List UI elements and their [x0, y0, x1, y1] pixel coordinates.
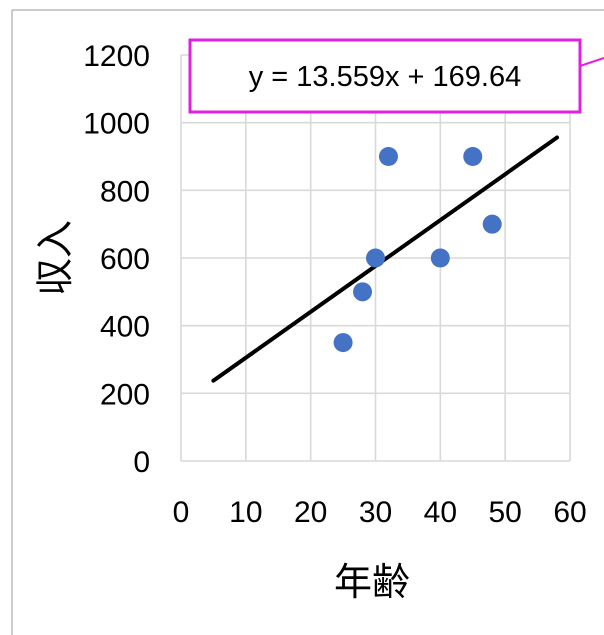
- x-axis-ticks: 0 10 20 30 40 50 60: [173, 496, 587, 529]
- y-tick-label: 1200: [83, 40, 150, 73]
- x-tick-label: 30: [359, 496, 392, 529]
- trendline: [211, 135, 560, 383]
- data-point: [463, 147, 483, 166]
- y-tick-label: 1000: [83, 108, 150, 141]
- equation-box-border: [188, 38, 582, 114]
- x-tick-label: 20: [294, 496, 327, 529]
- x-tick-label: 0: [173, 496, 190, 529]
- x-tick-label: 60: [553, 496, 586, 529]
- y-tick-label: 0: [133, 446, 150, 479]
- data-point: [430, 248, 450, 268]
- y-axis-ticks: 0 200 400 600 800 1000 1200: [83, 40, 150, 479]
- data-points: [333, 147, 502, 353]
- y-axis-title: 収入: [33, 220, 77, 296]
- x-tick-label: 50: [488, 496, 521, 529]
- y-tick-label: 200: [100, 378, 150, 411]
- y-tick-label: 400: [100, 311, 150, 344]
- trendline-group: [211, 135, 560, 383]
- trendline-equation-box: y = 13.559x + 169.64: [188, 38, 582, 114]
- x-tick-label: 10: [229, 496, 262, 529]
- equation-leader-line: [579, 57, 604, 67]
- y-tick-label: 800: [100, 175, 150, 208]
- data-point: [378, 147, 398, 166]
- x-axis-title: 年齢: [334, 560, 410, 604]
- y-tick-label: 600: [100, 243, 150, 276]
- trendline-equation: y = 13.559x + 169.64: [249, 61, 522, 93]
- data-point: [482, 214, 502, 234]
- x-tick-label: 40: [424, 496, 457, 529]
- data-point: [366, 248, 385, 268]
- data-point: [353, 282, 373, 302]
- data-point: [333, 333, 353, 353]
